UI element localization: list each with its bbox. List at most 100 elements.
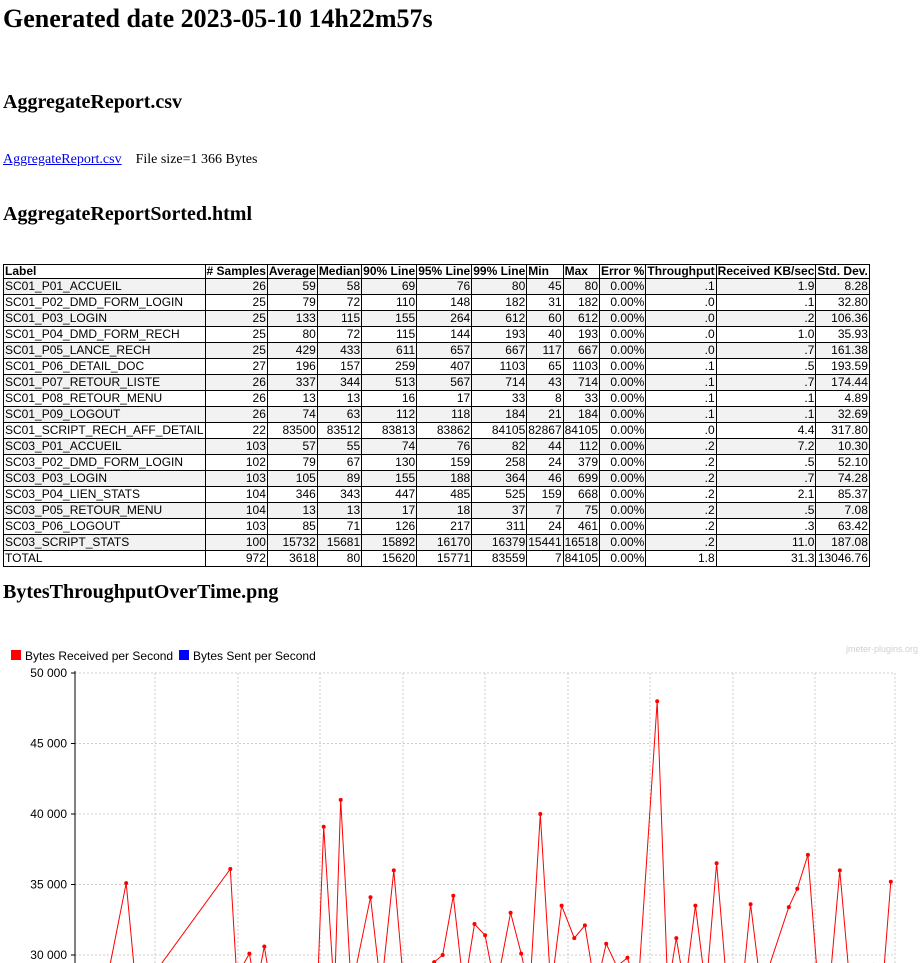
col-max: Max [562,264,601,279]
table-cell: 26 [204,278,268,295]
table-cell: 74 [361,438,418,455]
table-row: SC03_SCRIPT_STATS 100 15732 15681 15892 16170… [3,534,870,551]
table-cell: 25 [204,310,268,327]
table-row: SC01_SCRIPT_RECH_AFF_DETAIL 22 83500 83512 8… [3,422,870,439]
table-header-row: Label # Samples Average Median 90% Line … [3,264,870,279]
table-cell: 105 [266,470,318,487]
table-cell: 112 [562,438,601,455]
series-point [228,867,233,871]
table-cell: .0 [645,342,717,359]
table-cell: 461 [562,518,601,535]
table-cell: 85.37 [815,486,870,503]
table-cell: 337 [266,374,318,391]
table-cell: 193.59 [815,358,870,375]
table-row: SC01_P07_RETOUR_LISTE 26 337 344 513 567 714 43… [3,374,870,391]
table-row: SC03_P06_LOGOUT 103 85 71 126 217 311 24 461 0.00… [3,518,870,535]
table-cell-label: SC01_P03_LOGIN [3,310,206,327]
series-point [451,893,456,898]
table-cell: 112 [361,406,418,423]
table-cell: 26 [204,390,268,407]
table-cell: 33 [562,390,601,407]
table-cell: 2.1 [715,486,817,503]
table-row: SC03_P03_LOGIN 103 105 89 155 188 364 46 699 0.00… [3,470,870,487]
table-cell: 63.42 [815,518,870,535]
table-cell: 71 [316,518,363,535]
series-point [786,905,791,910]
table-cell: 1.9 [715,278,817,295]
table-cell: 15441 [526,534,564,551]
table-cell: 58 [316,278,363,295]
table-cell: 79 [266,294,318,311]
table-cell-label: SC03_SCRIPT_STATS [3,534,206,551]
table-cell: 10.30 [815,438,870,455]
table-cell: 174.44 [815,374,870,391]
table-cell: 37 [471,502,528,519]
table-cell: 63 [316,406,363,423]
table-cell: 15620 [361,550,418,567]
table-cell: 100 [204,534,268,551]
series-point [655,699,660,704]
table-cell: 8.28 [815,278,870,295]
table-cell: 485 [416,486,473,503]
table-cell: 714 [562,374,601,391]
table-cell: 193 [562,326,601,343]
watermark-text: jmeter-plugins.org [845,644,918,654]
table-row: SC03_P02_DMD_FORM_LOGIN 102 79 67 130 159 258 2… [3,454,870,471]
table-cell: 84105 [471,422,528,439]
table-cell: 17 [416,390,473,407]
table-cell: 13 [316,390,363,407]
table-cell-label: SC03_P04_LIEN_STATS [3,486,206,503]
table-cell: 15771 [416,550,473,567]
table-cell: 0.00% [598,310,647,327]
table-cell: 84105 [562,422,601,439]
table-cell: 1.8 [645,550,717,567]
table-cell: 379 [562,454,601,471]
table-cell: 83862 [416,422,473,439]
table-cell: 0.00% [598,342,647,359]
table-cell: 83559 [471,550,528,567]
table-cell: 83500 [266,422,318,439]
table-cell: 148 [416,294,473,311]
table-cell: 15892 [361,534,418,551]
table-cell-label: SC01_P04_DMD_FORM_RECH [3,326,206,343]
table-cell: 75 [562,502,601,519]
series-point [508,910,513,915]
csv-file-link[interactable]: AggregateReport.csv [3,152,122,167]
table-cell: 76 [416,278,473,295]
table-cell: 7 [526,550,564,567]
csv-section-heading: AggregateReport.csv [3,91,183,113]
table-cell: 72 [316,326,363,343]
table-cell-label: SC01_SCRIPT_RECH_AFF_DETAIL [3,422,206,439]
table-cell: .2 [645,534,717,551]
table-cell: .1 [645,358,717,375]
table-row: SC01_P01_ACCUEIL 26 59 58 69 76 80 45 80 0.00% .1 1… [3,278,870,295]
table-cell: .0 [645,422,717,439]
table-cell: .2 [645,470,717,487]
table-cell: 0.00% [598,278,647,295]
table-cell: 0.00% [598,550,647,567]
table-cell: .5 [715,454,817,471]
table-cell: .1 [645,406,717,423]
table-cell: 103 [204,438,268,455]
series-point [538,812,543,816]
table-cell: 612 [471,310,528,327]
sorted-report-heading: AggregateReportSorted.html [3,203,253,225]
table-cell: .1 [645,374,717,391]
table-cell: 0.00% [598,358,647,375]
table-cell: 84105 [562,550,601,567]
table-body: SC01_P01_ACCUEIL 26 59 58 69 76 80 45 80 0.00% .1 1… [3,278,870,567]
table-cell-label: SC01_P07_RETOUR_LISTE [3,374,206,391]
table-cell: .2 [645,454,717,471]
series-point [582,923,587,928]
table-cell: 344 [316,374,363,391]
series-point [519,951,524,956]
png-section-heading: BytesThroughputOverTime.png [3,581,279,603]
table-total-row: TOTAL 972 3618 80 15620 15771 83559 7 84105 0.00%… [3,550,870,567]
table-cell: 407 [416,358,473,375]
series-point [693,903,698,908]
table-cell-label: SC03_P03_LOGIN [3,470,206,487]
table-cell: .5 [715,358,817,375]
table-cell: 0.00% [598,294,647,311]
table-cell: 8 [526,390,564,407]
series-point [559,903,564,908]
